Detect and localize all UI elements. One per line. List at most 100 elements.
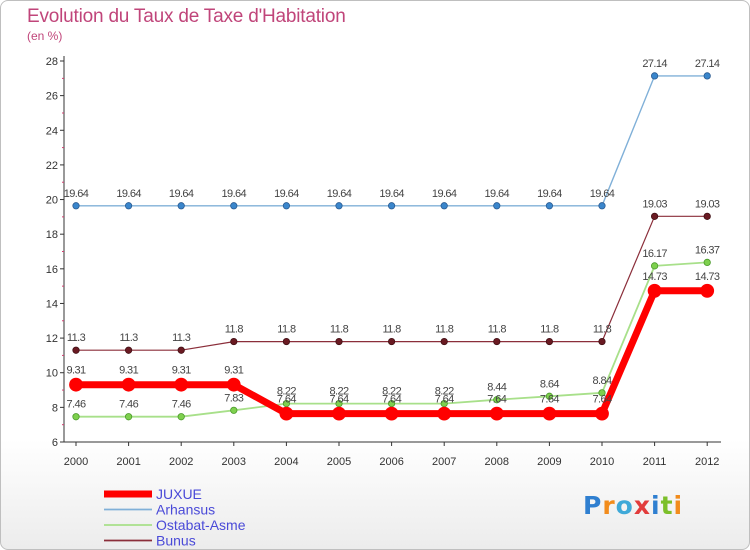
y-tick-label: 10 [46,368,58,380]
legend-label: Ostabat-Asme [156,517,246,533]
y-tick-label: 22 [46,160,58,172]
data-label: 14.73 [642,271,667,283]
data-point [440,337,448,346]
data-label: 11.8 [593,324,612,336]
data-point [335,202,343,210]
data-point [703,212,711,220]
data-label: 19.64 [327,188,352,200]
data-point [703,258,711,267]
data-label: 7.64 [329,394,348,406]
data-point [493,337,501,346]
data-label: 16.17 [642,248,667,260]
data-label: 8.64 [540,378,559,390]
data-label: 19.64 [169,188,194,200]
data-point [545,392,554,400]
data-label: 7.64 [487,394,506,406]
series-points [69,72,715,421]
x-tick-label: 2007 [432,456,456,468]
data-label: 14.73 [695,271,720,283]
series-labels: 7.46 7.46 7.46 7.83 8.22 8.22 8.22 8.22 8.44 8.64… [64,58,721,411]
x-tick-label: 2006 [379,456,403,468]
x-tick-label: 2009 [537,456,561,468]
data-label: 7.64 [382,394,401,406]
data-point [595,406,609,421]
legend-label: Bunus [156,533,196,549]
axes: 6 8 10 12 14 16 18 20 22 24 26 28 2000 2001 2002 2003 20… [46,56,721,468]
data-label: 19.03 [695,198,720,210]
y-tick-label: 8 [52,402,58,414]
unit-label: (en %) [27,29,63,43]
x-tick-label: 2003 [222,456,246,468]
data-point [437,406,452,421]
data-point [598,337,606,346]
data-point [650,262,659,270]
data-label: 19.64 [590,188,615,200]
data-label: 19.64 [64,188,89,200]
proxiti-logo: Proxiti [583,491,683,520]
data-point [598,389,606,397]
legend-label: JUXUE [156,486,202,502]
data-label: 7.64 [540,394,559,406]
data-label: 8.44 [487,382,506,394]
data-point [69,377,83,392]
data-point [384,406,399,421]
data-point [177,413,185,421]
data-point [700,283,715,298]
data-label: 8.84 [592,375,611,387]
logo-letter: r [602,491,616,520]
data-label: 7.64 [592,394,611,406]
data-point [650,212,659,220]
data-label: 9.31 [66,365,85,377]
data-point [545,202,554,210]
series-line-arhansus [76,75,708,207]
data-point [177,346,185,354]
x-tick-label: 2001 [116,456,140,468]
data-point [125,346,133,354]
data-point [387,202,396,210]
data-label: 7.64 [435,394,454,406]
data-label: 11.8 [330,324,349,336]
data-point [282,337,290,346]
data-point [332,406,346,421]
data-point [493,396,501,404]
data-point [121,377,136,392]
data-point [230,202,238,210]
series-lines [76,75,708,418]
data-label: 8.22 [382,386,401,398]
y-tick-label: 24 [46,125,58,137]
data-point [226,377,241,392]
data-label: 19.03 [642,198,667,210]
data-label: 7.83 [224,392,243,404]
data-point [279,406,294,421]
data-point [72,413,80,421]
data-label: 8.22 [435,386,454,398]
data-point [650,72,659,80]
data-label: 19.64 [274,188,299,200]
x-tick-label: 2011 [643,456,667,468]
data-point [440,202,448,210]
data-label: 11.3 [67,332,86,344]
data-label: 11.8 [277,324,296,336]
data-label: 11.8 [435,324,454,336]
data-label: 9.31 [172,365,191,377]
data-point [493,202,501,210]
data-point [230,406,238,414]
data-label: 7.46 [172,399,191,411]
x-tick-label: 2012 [695,456,719,468]
data-label: 19.64 [222,188,247,200]
data-point [542,406,557,421]
logo-letter: x [633,491,651,520]
logo-letter: i [673,491,684,520]
logo-letter: i [651,491,661,520]
y-tick-label: 20 [46,195,58,207]
data-point [387,337,396,346]
data-point [598,202,606,210]
y-tick-label: 26 [46,91,58,103]
data-label: 8.22 [329,386,348,398]
data-point [545,337,554,346]
data-point [125,202,133,210]
data-label: 11.3 [119,332,138,344]
x-tick-label: 2008 [485,456,509,468]
data-point [72,202,80,210]
